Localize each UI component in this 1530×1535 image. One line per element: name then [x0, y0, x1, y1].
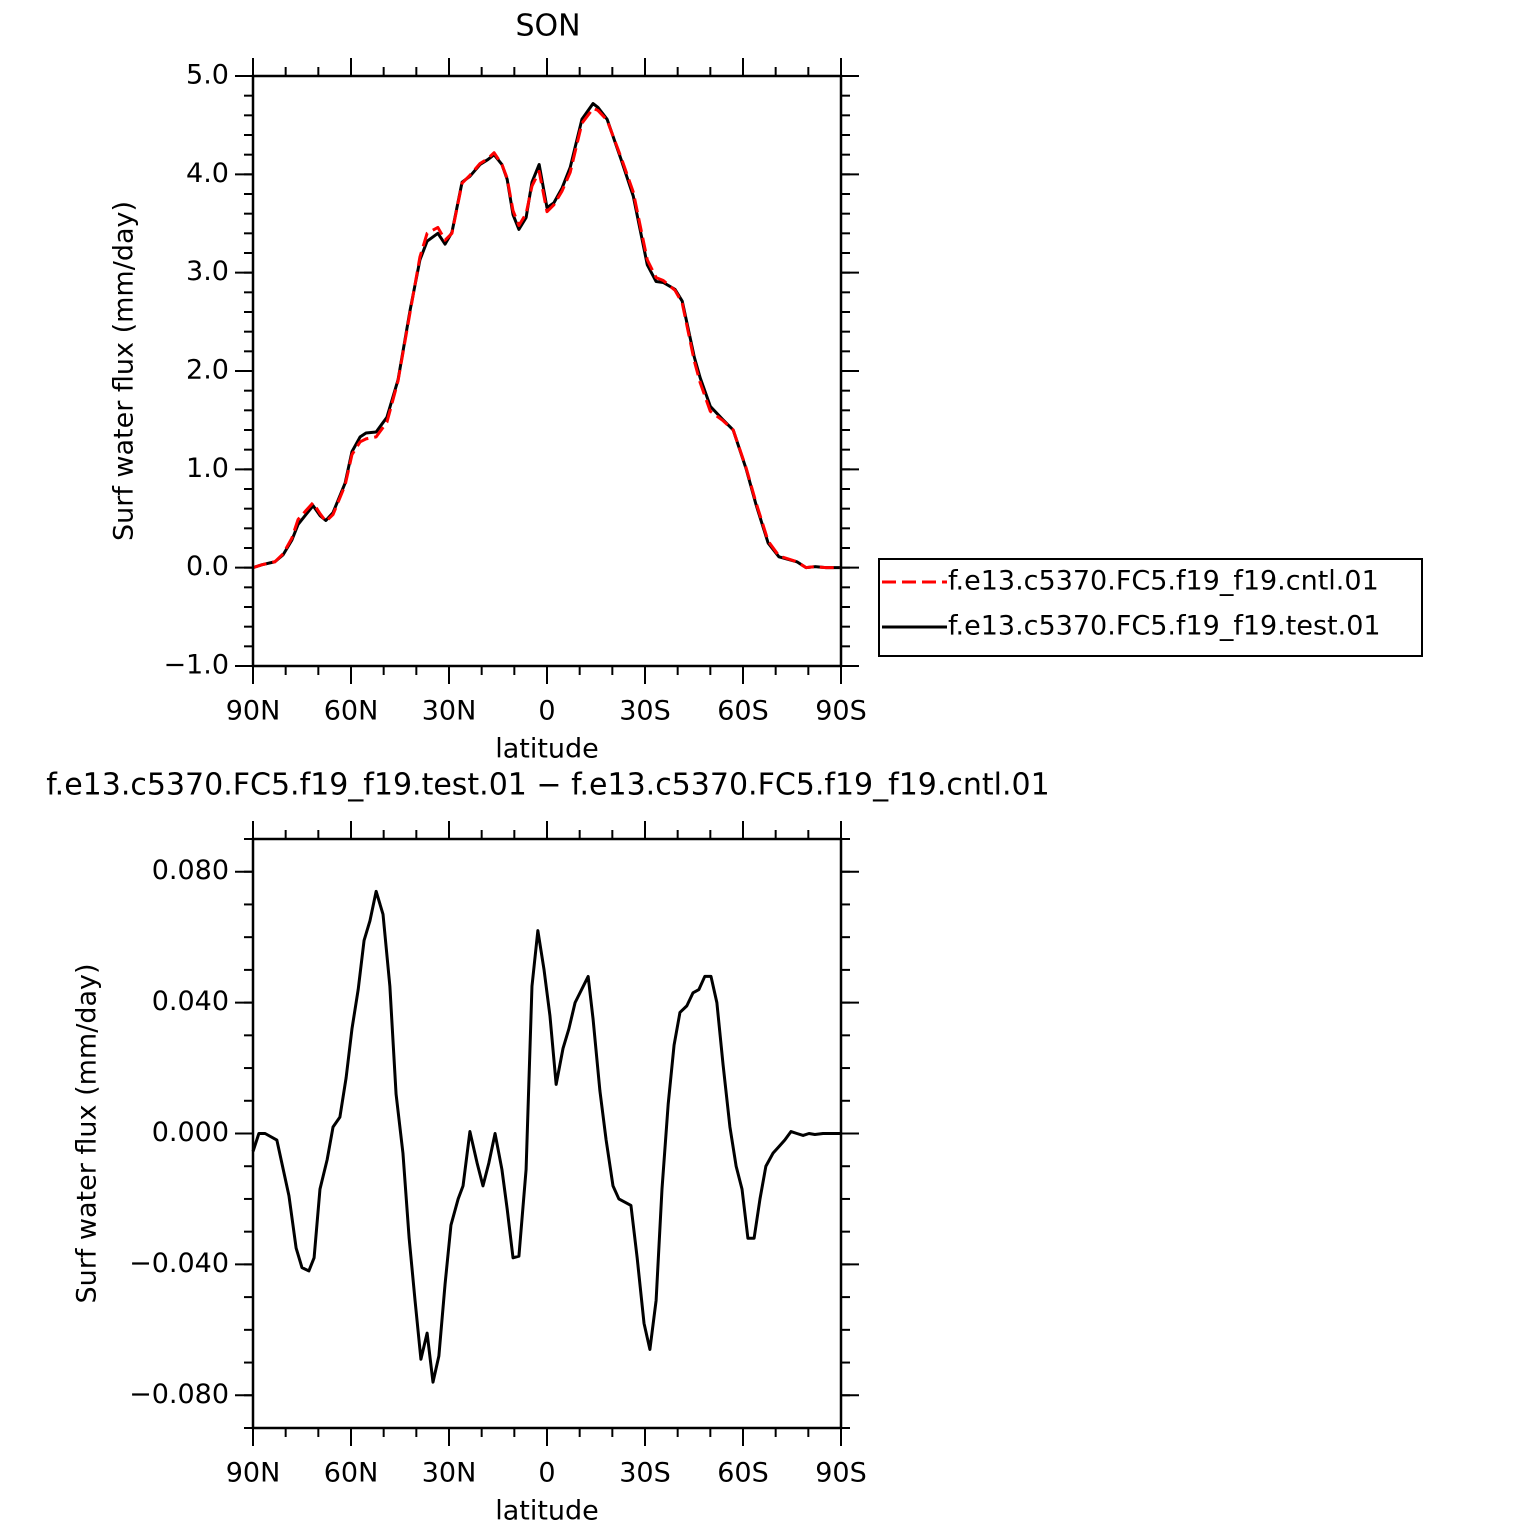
- y-tick-label: 3.0: [186, 256, 229, 287]
- x-axis-label: latitude: [495, 1496, 599, 1527]
- x-axis-label: latitude: [495, 734, 599, 765]
- x-tick-label: 60N: [324, 1458, 379, 1489]
- x-tick-label: 0: [538, 1458, 555, 1489]
- y-tick-label: 0.040: [152, 986, 229, 1017]
- data-line: [251, 889, 841, 1384]
- x-tick-label: 60S: [717, 696, 769, 727]
- x-tick-label: 90N: [226, 1458, 281, 1489]
- x-tick-label: 90N: [226, 696, 281, 727]
- plot-frame: [251, 837, 843, 1430]
- y-tick-label: −0.080: [129, 1379, 229, 1410]
- y-tick-label: 0.080: [152, 855, 229, 886]
- x-tick-label: 60S: [717, 1458, 769, 1489]
- x-tick-label: 0: [538, 696, 555, 727]
- chart-title: SON: [515, 9, 580, 44]
- x-tick-label: 90S: [815, 1458, 867, 1489]
- x-tick-label: 90S: [815, 696, 867, 727]
- plot-frame: [251, 74, 843, 668]
- x-tick-label: 30N: [422, 1458, 477, 1489]
- x-tick-label: 30N: [422, 696, 477, 727]
- y-tick-label: 2.0: [186, 355, 229, 386]
- y-axis-label: Surf water flux (mm/day): [72, 963, 103, 1303]
- x-tick-label: 30S: [619, 696, 671, 727]
- y-tick-label: 4.0: [186, 158, 229, 189]
- y-tick-label: −1.0: [163, 650, 229, 681]
- x-tick-label: 60N: [324, 696, 379, 727]
- chart-title: f.e13.c5370.FC5.f19_f19.test.01 − f.e13.…: [46, 768, 1049, 803]
- y-tick-label: 1.0: [186, 453, 229, 484]
- y-tick-label: 0.0: [186, 551, 229, 582]
- y-tick-label: 0.000: [152, 1117, 229, 1148]
- data-line: [252, 106, 841, 570]
- legend-box: [878, 558, 1423, 657]
- legend-label: f.e13.c5370.FC5.f19_f19.cntl.01: [948, 566, 1379, 597]
- y-axis-label: Surf water flux (mm/day): [109, 201, 140, 541]
- y-tick-label: −0.040: [129, 1248, 229, 1279]
- x-tick-label: 30S: [619, 1458, 671, 1489]
- legend-label: f.e13.c5370.FC5.f19_f19.test.01: [948, 611, 1381, 642]
- y-tick-label: 5.0: [186, 60, 229, 91]
